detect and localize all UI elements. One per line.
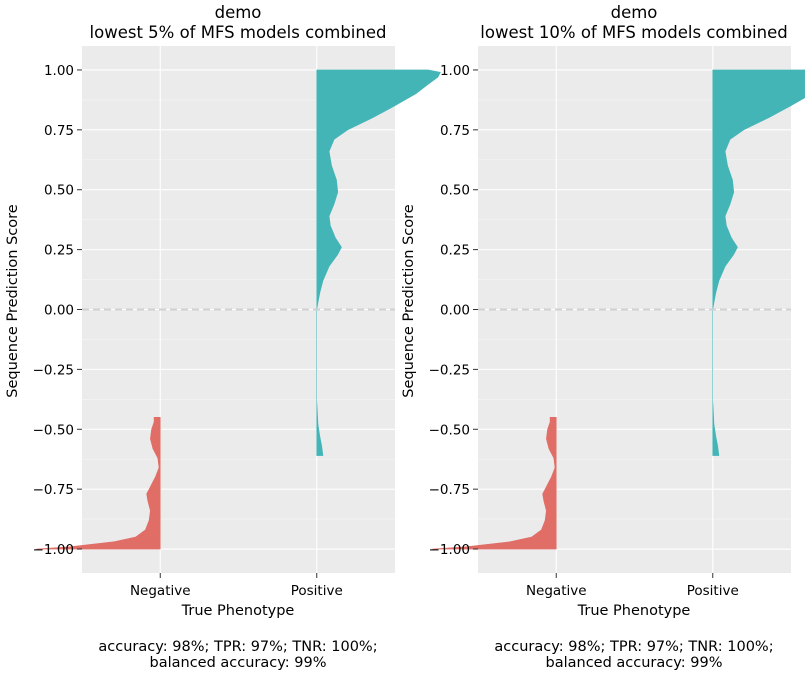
panel-1: demo lowest 5% of MFS models combined 1.… [5,3,441,671]
panel-2-x-axis-label: True Phenotype [577,603,691,619]
y-tick-label: 0.25 [44,243,74,259]
x-tick-label-negative: Negative [526,583,587,599]
y-tick-label: −0.50 [429,422,470,438]
y-tick-label: 1.00 [44,63,74,79]
panel-1-x-axis-label: True Phenotype [181,603,295,619]
y-tick-label: −0.75 [429,482,470,498]
y-tick-label: −0.50 [33,422,74,438]
y-tick-label: −1.00 [429,542,470,558]
panel-2-title-line-2: lowest 10% of MFS models combined [480,23,787,42]
panel-1-metrics-line-1: accuracy: 98%; TPR: 97%; TNR: 100%; [98,639,377,655]
panel-1-title-line-1: demo [215,3,262,22]
y-tick-label: 0.50 [440,183,470,199]
y-tick-label: −1.00 [33,542,74,558]
y-tick-label: −0.25 [429,362,470,378]
y-tick-label: −0.75 [33,482,74,498]
panel-2-y-axis-label: Sequence Prediction Score [401,204,417,397]
y-tick-label: 0.25 [440,243,470,259]
panel-1-plot-area: 1.00 0.75 0.50 0.25 0.00 −0.25 −0.50 −0.75 −1.00… [33,46,441,599]
violin-positive [712,69,805,456]
panel-1-y-axis-label: Sequence Prediction Score [5,204,21,397]
y-tick-label: 1.00 [440,63,470,79]
panel-1-metrics-line-2: balanced accuracy: 99% [150,655,327,671]
x-tick-label-negative: Negative [130,583,191,599]
violin-negative [36,416,161,550]
x-tick-label-positive: Positive [291,583,343,599]
violin-negative [432,416,557,550]
y-tick-label: 0.00 [440,303,470,319]
y-tick-label: 0.75 [44,123,74,139]
panel-2-metrics-line-2: balanced accuracy: 99% [546,655,723,671]
panel-1-title-line-2: lowest 5% of MFS models combined [90,23,387,42]
panel-2-metrics-line-1: accuracy: 98%; TPR: 97%; TNR: 100%; [494,639,773,655]
panel-2-plot-area: 1.00 0.75 0.50 0.25 0.00 −0.25 −0.50 −0.75 −1.00… [429,46,805,599]
x-tick-label-positive: Positive [687,583,739,599]
violin-positive [316,69,441,456]
y-tick-label: 0.75 [440,123,470,139]
y-tick-label: 0.00 [44,303,74,319]
y-tick-label: −0.25 [33,362,74,378]
panel-2: demo lowest 10% of MFS models combined 1… [401,3,805,671]
panel-2-title-line-1: demo [611,3,658,22]
y-tick-label: 0.50 [44,183,74,199]
